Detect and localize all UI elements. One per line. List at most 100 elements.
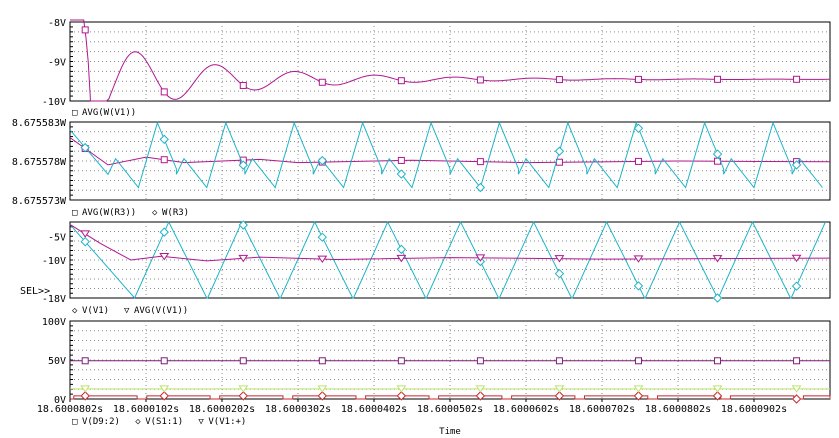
series-marker — [475, 391, 486, 401]
y-tick-label: 0V — [54, 395, 66, 406]
series-marker — [634, 75, 642, 83]
series-marker — [238, 391, 248, 401]
series-marker — [317, 391, 328, 401]
legend-label: W(R3) — [162, 208, 189, 218]
series-marker — [633, 255, 644, 263]
y-tick-label: 100V — [42, 317, 66, 328]
legend-label: AVG(V(V1)) — [134, 306, 188, 316]
series-line-v-s1-1- — [70, 395, 831, 400]
y-tick-label: -5V — [48, 232, 66, 243]
series-line-avg-w-r3- — [69, 137, 831, 166]
series-marker — [238, 254, 249, 263]
y-tick-label: 8.675573W — [12, 196, 67, 207]
series-marker — [791, 160, 802, 170]
series-marker — [397, 357, 405, 365]
y-tick-label: -10V — [42, 256, 66, 267]
series-marker — [160, 357, 168, 365]
series-marker — [554, 146, 565, 156]
legend-marker: ◇ — [72, 306, 78, 316]
series-line-avg-w-v1- — [70, 19, 830, 102]
series-marker — [396, 391, 407, 401]
x-tick-label: 18.6000602s — [493, 404, 559, 415]
x-tick-label: 18.6000302s — [265, 404, 331, 415]
series-marker — [712, 293, 723, 303]
series-marker — [791, 385, 802, 393]
series-marker — [554, 255, 565, 263]
series-marker — [475, 254, 486, 262]
legend-marker: □ — [72, 108, 78, 118]
series-marker — [396, 169, 407, 179]
legend-marker: ◇ — [135, 417, 141, 427]
series-marker — [634, 357, 642, 365]
series-marker — [318, 78, 326, 86]
series-marker — [238, 160, 248, 170]
x-tick-label: 18.6000802s — [645, 404, 711, 415]
series-marker — [80, 391, 90, 401]
series-marker — [476, 158, 484, 166]
series-marker — [159, 134, 169, 145]
x-tick-label: 18.6000102s — [113, 404, 179, 415]
series-marker — [633, 391, 644, 401]
y-tick-label: -9V — [48, 58, 66, 69]
series-marker — [239, 357, 247, 365]
y-tick-label: -10V — [42, 97, 66, 108]
series-marker — [238, 220, 248, 230]
series-marker — [476, 76, 484, 84]
series-marker — [793, 75, 801, 83]
series-marker — [714, 75, 722, 83]
series-marker — [239, 81, 247, 89]
x-tick-label: 18.6000702s — [569, 404, 635, 415]
y-tick-label: 50V — [48, 356, 66, 367]
series-marker — [238, 385, 249, 393]
legend-label: AVG(W(V1)) — [82, 108, 136, 118]
x-tick-label: 18.6000402s — [341, 404, 407, 415]
series-line-avg-v-v1- — [69, 223, 831, 262]
legend-label: V(V1:+) — [208, 417, 246, 427]
series-marker — [80, 142, 90, 153]
series-marker — [81, 26, 89, 34]
series-marker — [396, 254, 407, 263]
series-marker — [633, 385, 644, 393]
series-marker — [791, 254, 802, 263]
series-line-w-r3- — [69, 121, 823, 189]
series-marker — [475, 385, 486, 393]
series-marker — [397, 77, 405, 85]
series-marker — [633, 123, 644, 134]
legend-marker: □ — [72, 208, 78, 218]
series-marker — [712, 385, 723, 393]
x-tick-label: 18.6000202s — [189, 404, 255, 415]
y-tick-label: -8V — [48, 18, 66, 29]
series-marker — [396, 244, 407, 255]
series-marker — [476, 357, 484, 365]
series-marker — [396, 385, 407, 393]
series-marker — [80, 230, 91, 238]
series-marker — [159, 385, 170, 393]
sel-marker: SEL>> — [20, 286, 50, 297]
legend-marker: ◇ — [152, 208, 158, 218]
series-marker — [159, 227, 169, 237]
series-marker — [791, 394, 802, 404]
x-axis-title: Time — [439, 427, 461, 437]
legend-label: V(D9:2) — [82, 417, 120, 427]
series-marker — [160, 156, 168, 164]
y-tick-label: -18V — [42, 294, 66, 305]
series-marker — [80, 385, 91, 393]
series-marker — [160, 88, 168, 96]
legend-label: V(S1:1) — [145, 417, 183, 427]
y-tick-label: 8.675583W — [12, 118, 67, 129]
series-marker — [317, 255, 328, 263]
series-marker — [159, 391, 169, 401]
series-marker — [712, 391, 723, 401]
series-marker — [554, 391, 565, 401]
legend-marker: □ — [72, 417, 78, 427]
series-marker — [317, 155, 328, 166]
series-marker — [555, 76, 563, 84]
series-marker — [317, 232, 328, 242]
series-marker — [634, 157, 642, 165]
legend-label: AVG(W(R3)) — [82, 208, 136, 218]
legend-marker: ▽ — [198, 417, 204, 427]
series-marker — [712, 255, 723, 263]
series-marker — [80, 236, 90, 247]
y-tick-label: 8.675578W — [12, 157, 67, 168]
